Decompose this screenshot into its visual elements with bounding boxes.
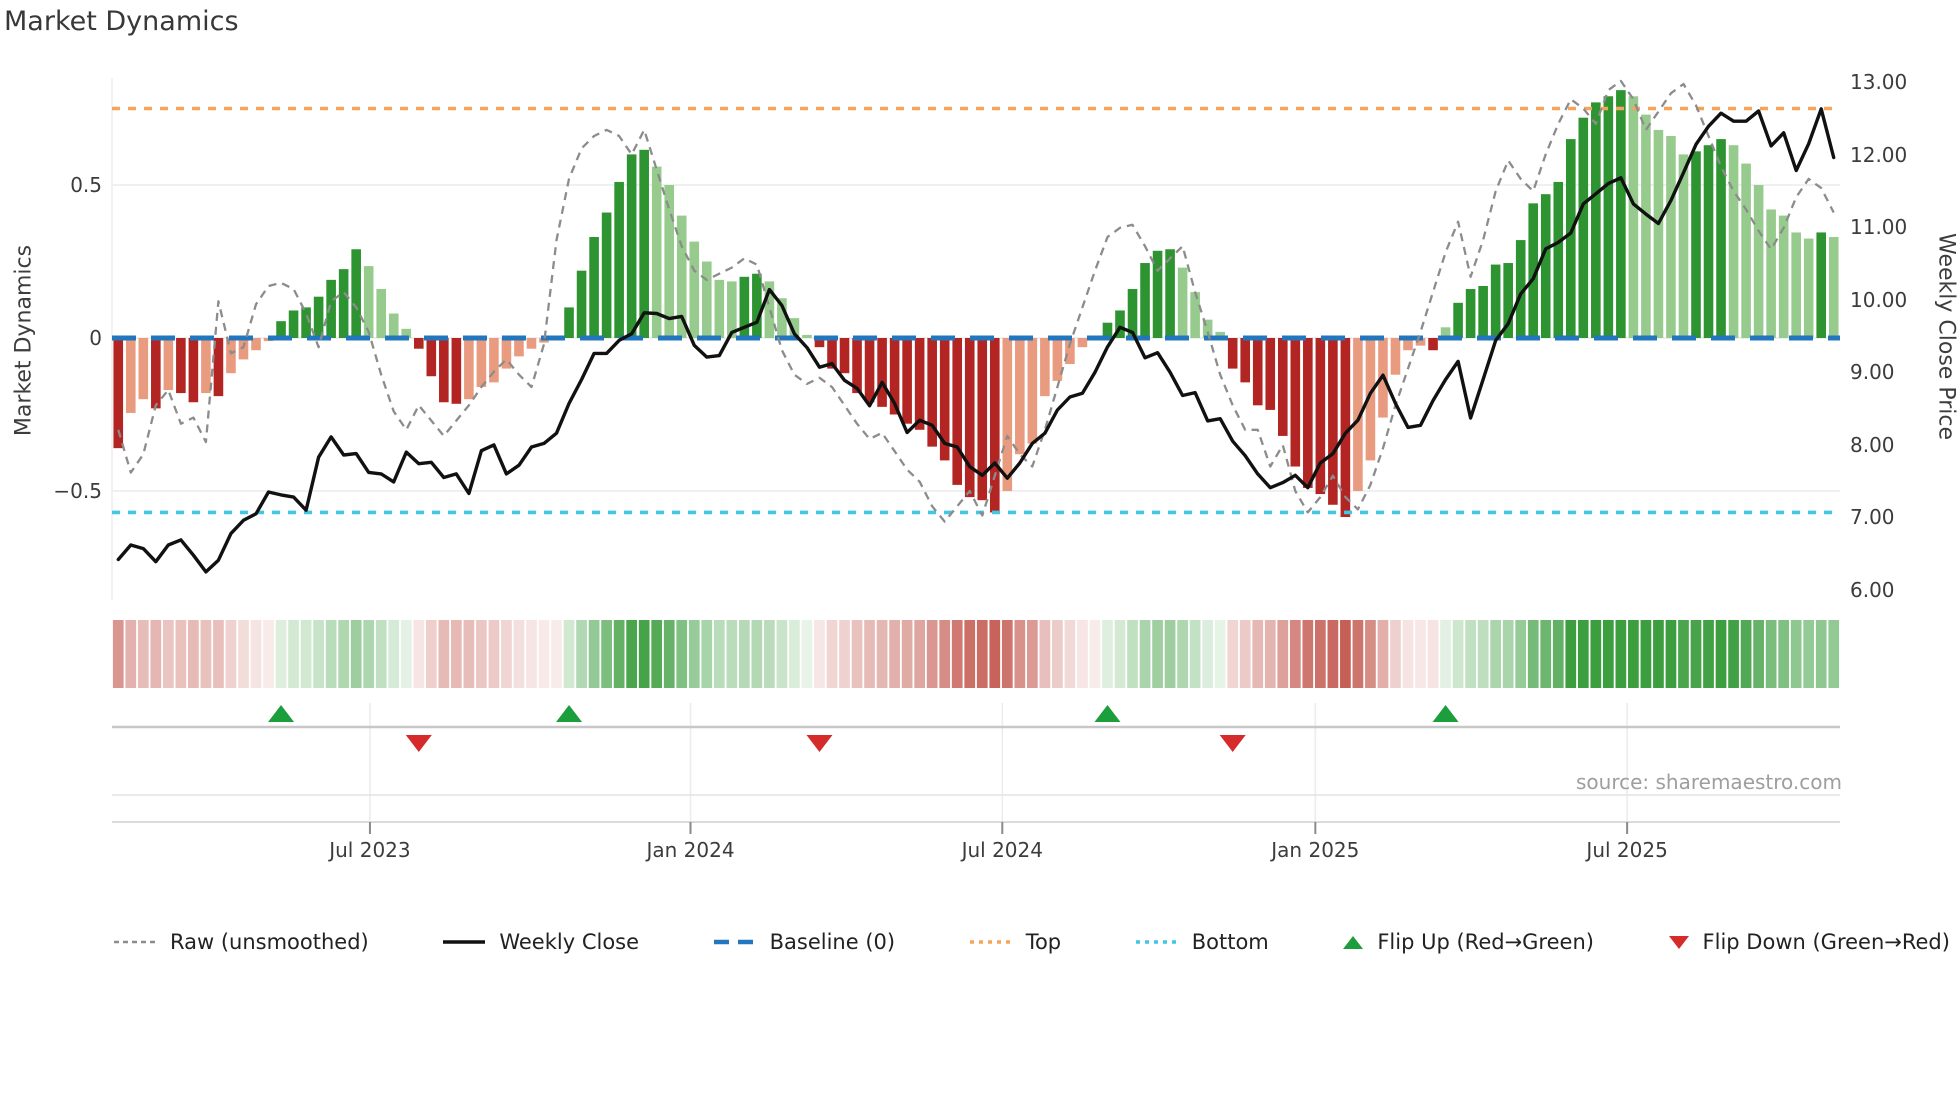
source-credit: source: sharemaestro.com — [1576, 770, 1842, 794]
right-axis-tick-label: 6.00 — [1850, 578, 1895, 602]
left-axis-tick-label: 0 — [89, 326, 102, 350]
flip-up-marker — [1094, 705, 1121, 722]
right-axis-tick-label: 10.00 — [1850, 287, 1908, 312]
x-axis-tick-label: Jul 2024 — [961, 838, 1043, 862]
flip-up-marker — [556, 705, 583, 722]
legend-label: Flip Up (Red→Green) — [1377, 930, 1594, 954]
legend-item-top: Top — [968, 930, 1061, 954]
left-axis-tick-label: −0.5 — [53, 479, 102, 503]
raw-line-icon — [112, 932, 158, 952]
legend-item-flip-up: Flip Up (Red→Green) — [1341, 930, 1594, 954]
right-axis-tick-label: 11.00 — [1850, 215, 1908, 240]
flip-down-triangle-icon — [1667, 932, 1691, 952]
legend-label: Top — [1025, 930, 1062, 954]
close-line-icon — [441, 932, 487, 952]
legend-item-flip-down: Flip Down (Green→Red) — [1667, 930, 1950, 954]
legend-label: Baseline (0) — [769, 930, 896, 954]
bottom-line-icon — [1134, 932, 1180, 952]
right-axis-tick-label: 13.00 — [1850, 70, 1908, 94]
right-axis-tick-label: 8.00 — [1850, 432, 1895, 457]
legend-label: Raw (unsmoothed) — [170, 930, 369, 954]
right-axis-tick-label: 9.00 — [1850, 360, 1895, 385]
flip-down-marker — [1219, 735, 1246, 752]
legend-item-weekly-close: Weekly Close — [441, 930, 639, 954]
chart-title: Market Dynamics — [4, 6, 239, 37]
legend-label: Flip Down (Green→Red) — [1702, 930, 1950, 954]
flip-down-marker — [405, 735, 432, 752]
flip-up-marker — [268, 705, 295, 722]
legend-item-raw: Raw (unsmoothed) — [112, 930, 369, 954]
x-axis-tick-label: Jul 2023 — [329, 838, 411, 862]
right-axis-tick-label: 7.00 — [1850, 505, 1895, 530]
x-axis-tick-label: Jul 2025 — [1586, 838, 1668, 862]
x-axis-tick-label: Jan 2025 — [1271, 838, 1360, 862]
legend-label: Bottom — [1191, 930, 1269, 954]
flip-up-marker — [1432, 705, 1459, 722]
legend-label: Weekly Close — [499, 930, 640, 954]
left-axis-tick-label: 0.5 — [70, 173, 102, 197]
flip-down-marker — [806, 735, 833, 752]
x-axis-tick-label: Jan 2024 — [646, 838, 735, 862]
baseline-line-icon — [712, 932, 758, 952]
legend: Raw (unsmoothed) Weekly Close Baseline (… — [112, 920, 1950, 964]
right-axis-tick-label: 12.00 — [1850, 142, 1908, 167]
legend-item-bottom: Bottom — [1134, 930, 1269, 954]
legend-item-baseline: Baseline (0) — [712, 930, 895, 954]
top-line-icon — [968, 932, 1014, 952]
flip-up-triangle-icon — [1341, 932, 1365, 952]
